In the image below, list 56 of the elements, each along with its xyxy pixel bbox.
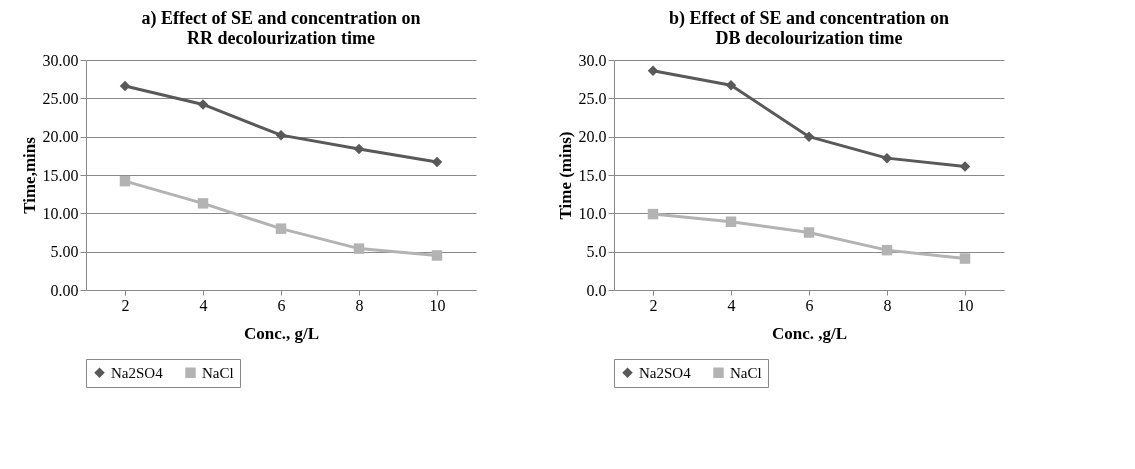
y-tick-label: 25.0 xyxy=(578,89,607,107)
point xyxy=(959,161,971,172)
point xyxy=(353,143,365,155)
point xyxy=(725,80,737,91)
point xyxy=(803,227,815,238)
y-tick-label: 30.0 xyxy=(578,51,607,69)
y-tick-label: 25.00 xyxy=(42,89,79,107)
y-tick-label: 30.00 xyxy=(42,51,79,69)
x-tick-label: 2 xyxy=(121,296,130,314)
y-tick-label: 10.0 xyxy=(578,204,607,222)
y-tick-label: 10.00 xyxy=(42,204,79,222)
text: DB decolourization time xyxy=(715,28,903,48)
y-tick-label: 5.00 xyxy=(50,243,79,261)
x-tick-label: 10 xyxy=(957,296,974,314)
text: RR decolourization time xyxy=(187,28,375,48)
text: a) Effect of SE and concentration on xyxy=(141,8,421,28)
legend-label: Na2SO4 xyxy=(639,364,692,381)
y-tick-label: 0.00 xyxy=(50,281,79,299)
x-tick-label: 8 xyxy=(355,296,364,314)
y-tick-label: 15.00 xyxy=(42,166,79,184)
x-axis-title: Conc. ,g/L xyxy=(771,323,848,343)
y-tick-label: 15.0 xyxy=(578,166,607,184)
legend-label: Na2SO4 xyxy=(111,364,164,381)
x-tick-label: 10 xyxy=(429,296,446,314)
point xyxy=(725,216,737,228)
point xyxy=(647,65,659,76)
legend-label: NaCl xyxy=(202,364,234,381)
x-tick-label: 4 xyxy=(727,296,736,314)
y-axis-title: Time (mins) xyxy=(555,131,575,220)
y-tick-label: 20.0 xyxy=(578,128,607,146)
x-tick-label: 6 xyxy=(277,296,286,314)
point xyxy=(431,250,443,261)
point xyxy=(119,80,131,92)
point xyxy=(119,175,131,187)
point xyxy=(647,208,659,220)
legend-label: NaCl xyxy=(730,364,762,381)
point xyxy=(959,253,971,264)
point xyxy=(803,131,815,142)
y-tick-label: 20.00 xyxy=(42,128,79,146)
point xyxy=(197,99,209,110)
point xyxy=(197,198,209,209)
x-tick-label: 4 xyxy=(199,296,208,314)
point xyxy=(881,152,893,164)
point xyxy=(431,156,443,168)
point xyxy=(275,129,287,141)
point xyxy=(275,223,287,234)
y-tick-label: 5.0 xyxy=(586,243,607,261)
x-tick-label: 2 xyxy=(649,296,658,314)
point xyxy=(353,243,365,254)
x-tick-label: 8 xyxy=(883,296,892,314)
y-axis-title: Time,mins xyxy=(19,136,39,214)
text: b) Effect of SE and concentration on xyxy=(669,8,949,28)
x-tick-label: 6 xyxy=(805,296,814,314)
x-axis-title: Conc., g/L xyxy=(243,323,320,343)
point xyxy=(881,244,893,256)
y-tick-label: 0.0 xyxy=(586,281,607,299)
